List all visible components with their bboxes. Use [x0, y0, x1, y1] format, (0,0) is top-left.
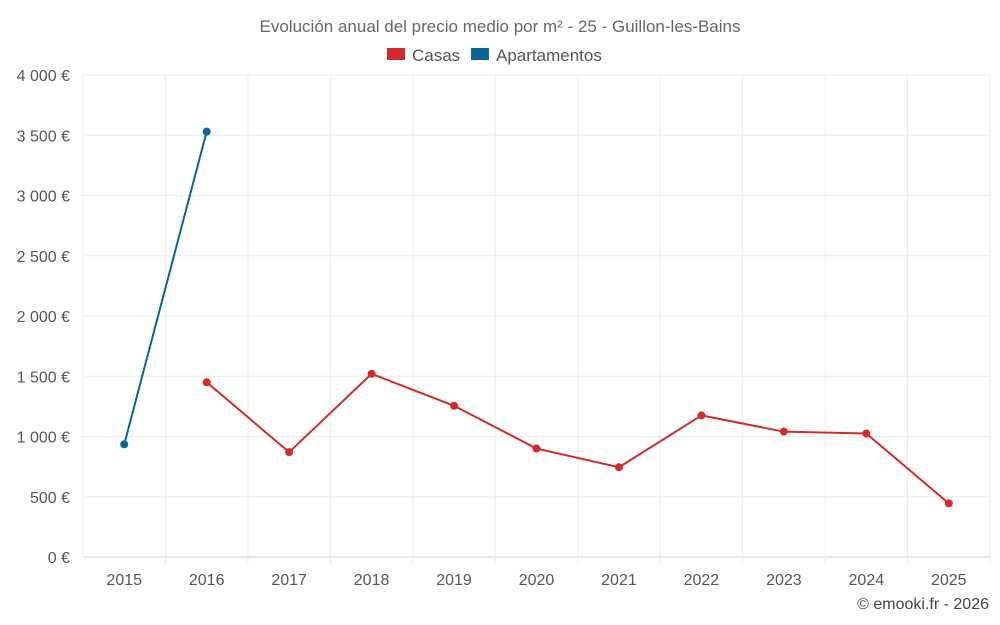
data-point-casas[interactable] — [202, 378, 211, 387]
x-tick-label: 2015 — [106, 572, 142, 589]
y-tick-label: 2 500 € — [17, 249, 70, 266]
data-point-casas[interactable] — [367, 369, 376, 378]
legend-label-casas[interactable]: Casas — [412, 46, 460, 65]
data-point-apartamentos[interactable] — [202, 127, 211, 136]
x-tick-label: 2022 — [684, 572, 720, 589]
y-tick-label: 4 000 € — [17, 68, 70, 85]
x-tick-label: 2017 — [271, 572, 307, 589]
x-tick-label: 2025 — [931, 572, 967, 589]
y-tick-label: 3 500 € — [17, 128, 70, 145]
y-tick-label: 1 000 € — [17, 430, 70, 447]
footer-credit: © emooki.fr - 2026 — [857, 596, 989, 613]
data-point-apartamentos[interactable] — [120, 440, 129, 449]
series-line-apartamentos — [123, 131, 208, 445]
data-point-casas[interactable] — [450, 401, 459, 410]
y-tick-label: 0 € — [48, 550, 70, 567]
legend-label-apartamentos[interactable]: Apartamentos — [496, 46, 602, 65]
data-point-casas[interactable] — [779, 427, 788, 436]
data-point-casas[interactable] — [532, 444, 541, 453]
series — [120, 127, 953, 508]
x-tick-label: 2016 — [189, 572, 225, 589]
data-point-casas[interactable] — [697, 411, 706, 420]
axes: 0 € 500 € 1 000 € 1 500 € 2 000 € 2 500 € 3 00… — [17, 68, 967, 589]
legend-swatch-casas — [387, 48, 405, 60]
series-line-casas — [206, 372, 950, 505]
x-tick-label: 2023 — [766, 572, 802, 589]
y-tick-label: 2 000 € — [17, 309, 70, 326]
y-tick-label: 1 500 € — [17, 369, 70, 386]
x-tick-label: 2020 — [519, 572, 555, 589]
data-point-casas[interactable] — [285, 448, 294, 457]
data-point-casas[interactable] — [862, 429, 871, 438]
y-tick-label: 3 000 € — [17, 189, 70, 206]
data-point-casas[interactable] — [944, 499, 953, 508]
gridlines — [82, 74, 991, 563]
legend-swatch-apartamentos — [471, 48, 489, 60]
x-tick-label: 2019 — [436, 572, 472, 589]
x-tick-label: 2018 — [354, 572, 390, 589]
data-point-casas[interactable] — [614, 463, 623, 472]
y-tick-label: 500 € — [30, 490, 70, 507]
chart-title: Evolución anual del precio medio por m² … — [260, 17, 741, 36]
x-tick-label: 2024 — [849, 572, 885, 589]
x-tick-label: 2021 — [601, 572, 637, 589]
legend: Casas Apartamentos — [387, 46, 602, 65]
